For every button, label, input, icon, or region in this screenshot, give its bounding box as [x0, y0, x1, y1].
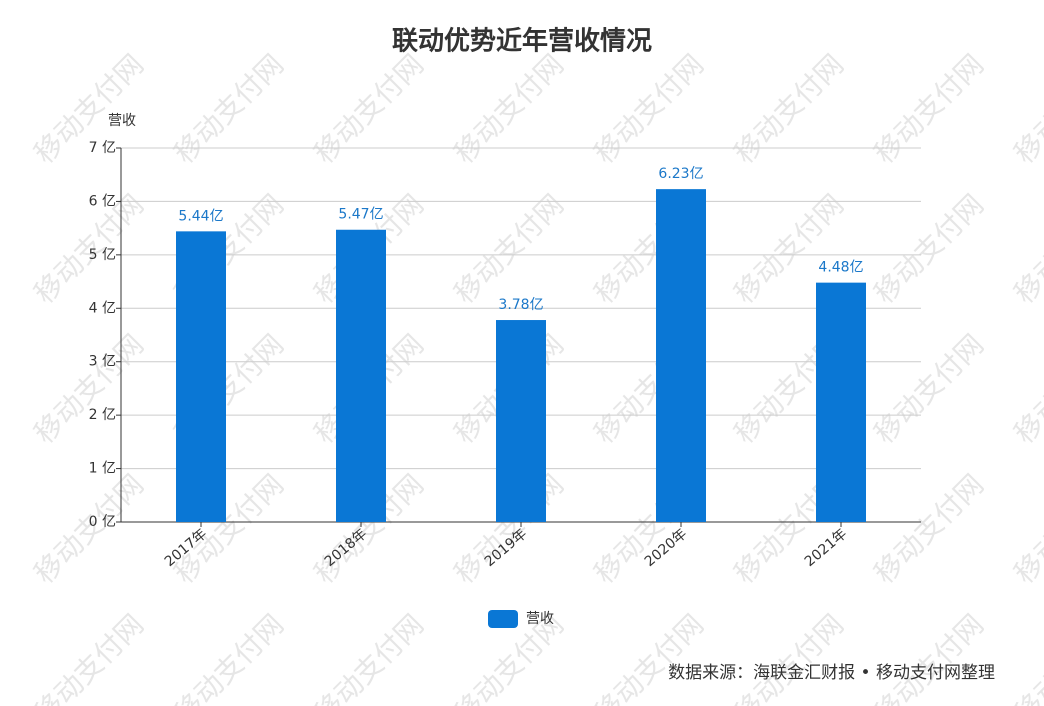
- watermark: 移动支付网: [588, 608, 710, 706]
- watermark: 移动支付网: [728, 608, 850, 706]
- source-note: 数据来源：海联金汇财报 • 移动支付网整理: [668, 663, 995, 683]
- bar: [336, 229, 386, 522]
- y-tick-label: 2 亿: [89, 407, 116, 423]
- legend-swatch: [488, 610, 518, 628]
- watermark: 移动支付网: [308, 48, 430, 170]
- watermark: 移动支付网: [28, 328, 150, 450]
- watermark: 移动支付网: [868, 608, 990, 706]
- watermark: 移动支付网: [168, 608, 290, 706]
- x-tick-label: 2021年: [802, 526, 850, 570]
- watermark: 移动支付网: [868, 328, 990, 450]
- watermark: 移动支付网: [448, 188, 570, 310]
- y-tick-label: 4 亿: [89, 300, 116, 316]
- y-tick-label: 3 亿: [89, 354, 116, 370]
- watermark: 移动支付网: [868, 48, 990, 170]
- data-label: 3.78亿: [498, 297, 543, 313]
- y-tick-label: 6 亿: [89, 193, 116, 209]
- watermark: 移动支付网: [308, 608, 430, 706]
- data-label: 5.44亿: [178, 208, 223, 224]
- bar: [176, 231, 226, 522]
- y-tick-label: 1 亿: [89, 461, 116, 477]
- y-tick-label: 0 亿: [89, 514, 116, 530]
- watermark: 移动支付网: [588, 48, 710, 170]
- watermark: 移动支付网: [1008, 328, 1044, 450]
- watermark: 移动支付网: [728, 48, 850, 170]
- y-tick-label: 7 亿: [89, 140, 116, 156]
- data-label: 5.47亿: [338, 207, 383, 223]
- legend-label: 营收: [526, 611, 554, 627]
- data-label: 6.23亿: [658, 166, 703, 182]
- watermark: 移动支付网: [1008, 48, 1044, 170]
- chart-title: 联动优势近年营收情况: [392, 26, 652, 57]
- watermark: 移动支付网: [28, 608, 150, 706]
- watermark: 移动支付网: [868, 468, 990, 590]
- y-axis-label: 营收: [108, 113, 136, 129]
- watermark: 移动支付网: [448, 48, 570, 170]
- bar: [816, 282, 866, 522]
- watermark: 移动支付网: [168, 48, 290, 170]
- watermark: 移动支付网: [1008, 468, 1044, 590]
- watermark: 移动支付网: [1008, 188, 1044, 310]
- watermark: 移动支付网: [868, 188, 990, 310]
- bar: [496, 320, 546, 522]
- bar: [656, 189, 706, 522]
- data-label: 4.48亿: [818, 260, 863, 276]
- watermark: 移动支付网: [1008, 608, 1044, 706]
- y-tick-label: 5 亿: [89, 247, 116, 263]
